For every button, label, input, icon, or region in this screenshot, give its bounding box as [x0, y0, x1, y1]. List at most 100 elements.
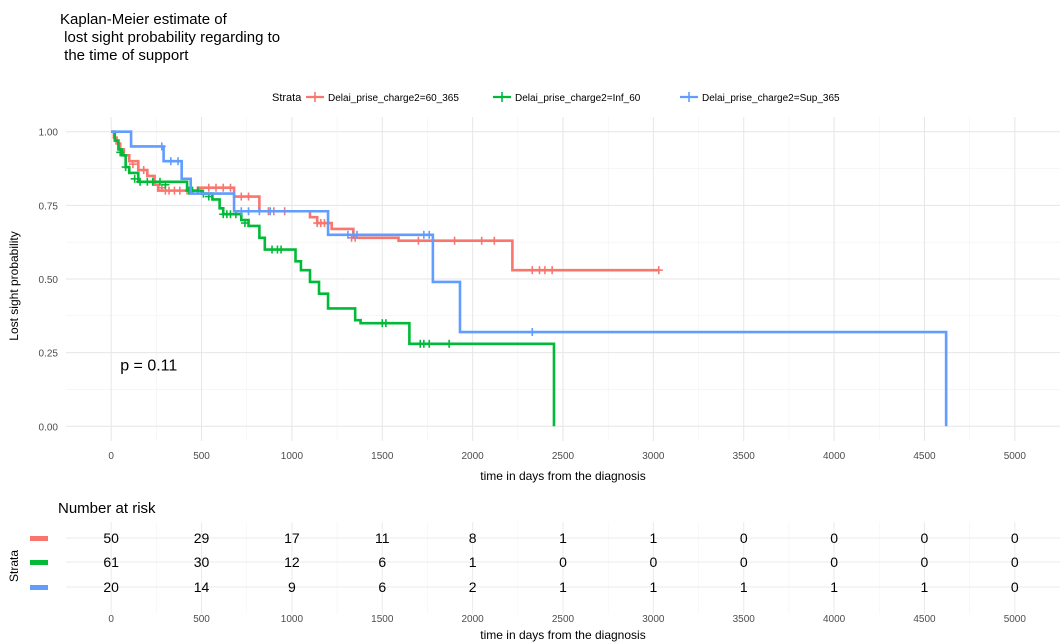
censor-mark	[528, 328, 537, 337]
legend-item: Delai_prise_charge2=Inf_60	[493, 92, 641, 104]
risk-cell: 0	[1011, 579, 1019, 595]
censor-mark	[226, 183, 235, 192]
risk-cell: 6	[378, 579, 386, 595]
risk-cell: 17	[284, 530, 300, 546]
risk-cell: 6	[378, 554, 386, 570]
risk-table-xlabel: time in days from the diagnosis	[480, 628, 645, 642]
censor-mark	[219, 183, 228, 192]
x-tick-label: 500	[193, 451, 210, 462]
censor-mark	[155, 177, 164, 186]
risk-table-grid	[66, 522, 1060, 614]
chart-title: Kaplan-Meier estimate of lost sight prob…	[60, 11, 280, 64]
risk-cell: 0	[740, 554, 748, 570]
survival-curve-0	[111, 130, 659, 272]
risk-cell: 50	[103, 530, 119, 546]
risk-cell: 0	[1011, 554, 1019, 570]
censor-mark	[244, 192, 253, 201]
censor-mark	[277, 245, 286, 254]
censor-mark	[490, 236, 499, 245]
risk-cell: 20	[103, 579, 119, 595]
x-tick-label: 1000	[281, 451, 304, 462]
main-plot-grid	[66, 117, 1060, 441]
risk-cell: 1	[559, 530, 567, 546]
censor-mark	[445, 339, 454, 348]
x-axis-label: time in days from the diagnosis	[480, 469, 645, 483]
legend-item: Delai_prise_charge2=Sup_365	[680, 92, 840, 104]
censor-mark	[161, 180, 170, 189]
legend: Strata Delai_prise_charge2=60_365 Delai_p…	[272, 92, 840, 104]
x-tick-label: 4500	[913, 451, 936, 462]
risk-cell: 1	[921, 579, 929, 595]
title-line-3: the time of support	[60, 47, 189, 64]
censor-mark	[116, 148, 125, 157]
censor-mark	[414, 236, 423, 245]
risk-cell: 1	[559, 579, 567, 595]
risk-cell: 0	[649, 554, 657, 570]
x-tick-label: 5000	[1004, 451, 1027, 462]
risk-row-swatch	[30, 585, 48, 590]
censor-mark	[148, 177, 157, 186]
risk-cell: 1	[830, 579, 838, 595]
censor-mark	[204, 183, 213, 192]
risk-cell: 2	[469, 579, 477, 595]
title-line-1: Kaplan-Meier estimate of	[60, 11, 228, 28]
x-tick-label: 0	[108, 451, 114, 462]
risk-x-tick-label: 2000	[462, 614, 485, 625]
censor-mark	[266, 207, 275, 216]
censor-mark	[174, 157, 183, 166]
risk-table-title: Number at risk	[58, 500, 156, 517]
risk-table-ylabel: Strata	[7, 550, 21, 582]
risk-x-tick-label: 1000	[281, 614, 304, 625]
x-tick-label: 4000	[823, 451, 846, 462]
legend-title: Strata	[272, 92, 302, 104]
risk-cell: 61	[103, 554, 119, 570]
censor-mark	[157, 142, 166, 151]
risk-cell: 8	[469, 530, 477, 546]
censor-mark	[425, 230, 434, 239]
censor-mark	[237, 192, 246, 201]
main-plot-series	[111, 130, 948, 427]
x-tick-label: 2500	[552, 451, 575, 462]
censor-mark	[381, 319, 390, 328]
censor-mark	[528, 266, 537, 275]
risk-row-swatch	[30, 560, 48, 565]
risk-cell: 1	[740, 579, 748, 595]
main-plot-ticks: 0 500 1000 1500 2000 2500 3000 3500 4000 4500 5000…	[39, 128, 1027, 462]
censor-mark	[450, 236, 459, 245]
risk-cell: 0	[830, 530, 838, 546]
risk-cell: 0	[740, 530, 748, 546]
legend-label: Delai_prise_charge2=60_365	[328, 93, 459, 104]
risk-cell: 30	[194, 554, 210, 570]
risk-cell: 11	[375, 530, 390, 546]
y-tick-label: 1.00	[39, 128, 59, 139]
censor-mark	[244, 207, 253, 216]
risk-x-tick-label: 4000	[823, 614, 846, 625]
risk-cell: 1	[649, 530, 657, 546]
risk-x-tick-label: 5000	[1004, 614, 1027, 625]
risk-cell: 0	[559, 554, 567, 570]
legend-item: Delai_prise_charge2=60_365	[306, 92, 459, 104]
censor-mark	[654, 266, 663, 275]
censor-mark	[540, 266, 549, 275]
risk-row-swatch	[30, 536, 48, 541]
title-line-2: lost sight probability regarding to	[60, 29, 280, 46]
censor-mark	[240, 219, 249, 228]
x-tick-label: 3500	[733, 451, 756, 462]
y-tick-label: 0.50	[39, 275, 59, 286]
risk-cell: 0	[921, 554, 929, 570]
censor-mark	[255, 207, 264, 216]
risk-cell: 0	[1011, 530, 1019, 546]
survival-curve-2	[111, 130, 948, 427]
censor-mark	[477, 236, 486, 245]
risk-cell: 0	[921, 530, 929, 546]
risk-table-cells: 50 29 17 11 8 1 1 0 0 0 061 30 12 6 1 0 0 0 0 0 020 14 9 6 2 1 1 1 1…	[30, 530, 1026, 625]
risk-x-tick-label: 3000	[642, 614, 665, 625]
censor-mark	[166, 157, 175, 166]
y-tick-label: 0.75	[39, 201, 59, 212]
risk-x-tick-label: 2500	[552, 614, 575, 625]
censor-mark	[237, 207, 246, 216]
censor-mark	[548, 266, 557, 275]
censor-mark	[128, 160, 137, 169]
risk-cell: 0	[830, 554, 838, 570]
risk-cell: 14	[194, 579, 210, 595]
